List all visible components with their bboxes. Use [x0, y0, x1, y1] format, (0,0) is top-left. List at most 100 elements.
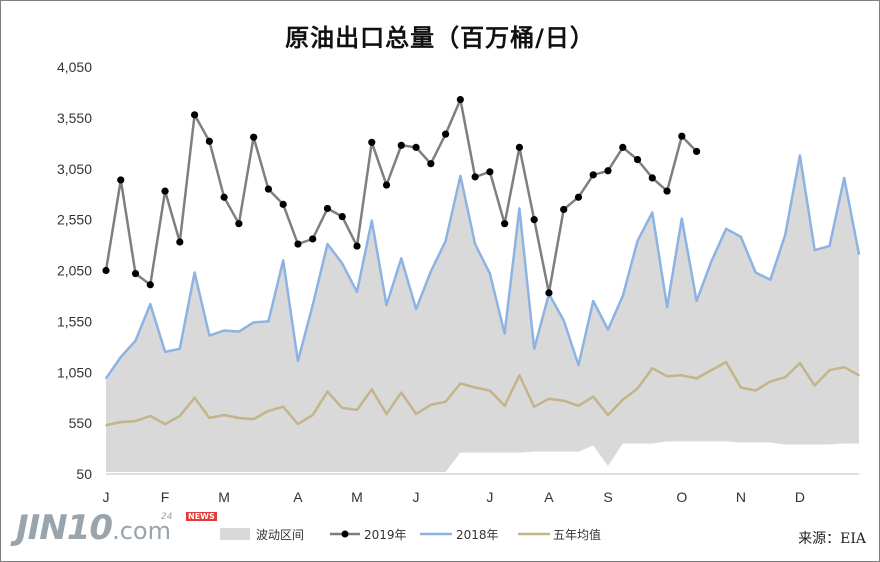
point-2019: [131, 269, 140, 278]
logo-news-badge: NEWS: [186, 512, 217, 521]
point-2018: [666, 306, 668, 308]
point-2018: [681, 217, 683, 220]
point-2018: [843, 177, 846, 179]
point-2018: [105, 377, 107, 380]
point-2019: [368, 138, 376, 146]
point-2018: [179, 348, 181, 350]
point-2018: [533, 348, 535, 350]
point-2018: [282, 259, 284, 262]
logo-wordmark: JIN10: [16, 508, 113, 548]
point-avg5: [415, 413, 417, 415]
point-2018: [356, 291, 358, 293]
x-tick-label: A: [544, 489, 554, 505]
point-2019: [264, 185, 273, 193]
point-2019: [427, 160, 435, 168]
point-2018: [311, 304, 314, 306]
point-avg5: [828, 369, 831, 372]
point-2019: [176, 238, 184, 246]
logo-domain: .com: [112, 517, 171, 545]
chart-title: 原油出口总量（百万桶/日）: [285, 24, 595, 52]
point-2018: [459, 175, 462, 177]
x-tick-label: M: [351, 489, 363, 505]
point-avg5: [193, 396, 196, 399]
point-2019: [220, 193, 228, 201]
point-2018: [695, 300, 698, 302]
point-avg5: [223, 414, 225, 416]
point-2019: [604, 167, 612, 175]
point-2018: [813, 249, 816, 251]
point-2018: [474, 243, 476, 245]
jin10-logo: JIN10.com 24 NEWS: [16, 508, 217, 548]
point-2018: [799, 154, 801, 157]
point-2019: [190, 111, 199, 119]
point-2018: [592, 300, 595, 302]
point-2018: [370, 219, 373, 222]
point-avg5: [533, 406, 535, 408]
y-tick-label: 1,050: [57, 364, 92, 380]
point-2019: [560, 205, 568, 214]
point-2019: [692, 147, 701, 156]
point-2018: [415, 308, 417, 310]
point-2019: [471, 173, 479, 181]
point-avg5: [164, 423, 166, 425]
point-avg5: [208, 417, 211, 419]
point-2018: [149, 303, 152, 305]
point-avg5: [119, 421, 122, 423]
point-avg5: [858, 374, 860, 377]
point-2018: [400, 257, 403, 260]
point-avg5: [385, 413, 388, 415]
point-avg5: [636, 387, 639, 390]
point-avg5: [799, 362, 801, 364]
point-2018: [518, 207, 521, 210]
point-2019: [250, 133, 258, 141]
x-tick-label: D: [795, 489, 805, 505]
point-avg5: [370, 388, 373, 391]
point-2018: [577, 364, 580, 366]
point-2018: [489, 272, 491, 275]
y-tick-label: 1,550: [57, 313, 92, 329]
point-avg5: [282, 406, 284, 408]
series-area-band: [106, 155, 859, 472]
point-avg5: [592, 395, 595, 398]
point-avg5: [267, 410, 270, 412]
point-avg5: [430, 404, 432, 406]
point-2019: [235, 220, 243, 228]
x-tick-label: J: [413, 489, 420, 505]
point-avg5: [784, 376, 786, 379]
point-avg5: [681, 374, 683, 377]
point-2018: [444, 240, 447, 242]
point-avg5: [562, 399, 565, 402]
x-tick-label: N: [736, 489, 746, 505]
x-tick-label: F: [161, 489, 170, 505]
point-avg5: [179, 415, 181, 417]
point-2019: [102, 266, 110, 275]
point-2018: [725, 227, 727, 230]
point-avg5: [651, 367, 654, 369]
point-2018: [134, 339, 137, 342]
point-2019: [338, 212, 346, 221]
point-2019: [456, 95, 464, 104]
point-avg5: [474, 386, 476, 389]
point-avg5: [666, 375, 668, 378]
x-tick-label: A: [293, 489, 303, 505]
point-avg5: [518, 374, 521, 377]
legend-label-band: 波动区间: [256, 528, 304, 542]
x-tick-label: J: [103, 489, 110, 505]
legend-label-2018: 2018年: [456, 528, 499, 542]
point-avg5: [577, 405, 580, 407]
point-2018: [208, 334, 211, 337]
legend-label-2019: 2019年: [364, 528, 407, 542]
point-avg5: [548, 397, 550, 400]
point-2019: [530, 216, 538, 224]
point-avg5: [503, 405, 506, 407]
point-avg5: [607, 414, 609, 416]
point-2019: [574, 193, 583, 201]
point-2019: [486, 168, 494, 176]
point-2019: [648, 174, 656, 182]
point-2018: [252, 321, 255, 324]
point-2019: [412, 143, 420, 151]
point-2018: [238, 330, 240, 333]
point-avg5: [459, 382, 462, 385]
y-tick-label: 2,050: [57, 263, 92, 279]
point-2019: [619, 143, 627, 151]
